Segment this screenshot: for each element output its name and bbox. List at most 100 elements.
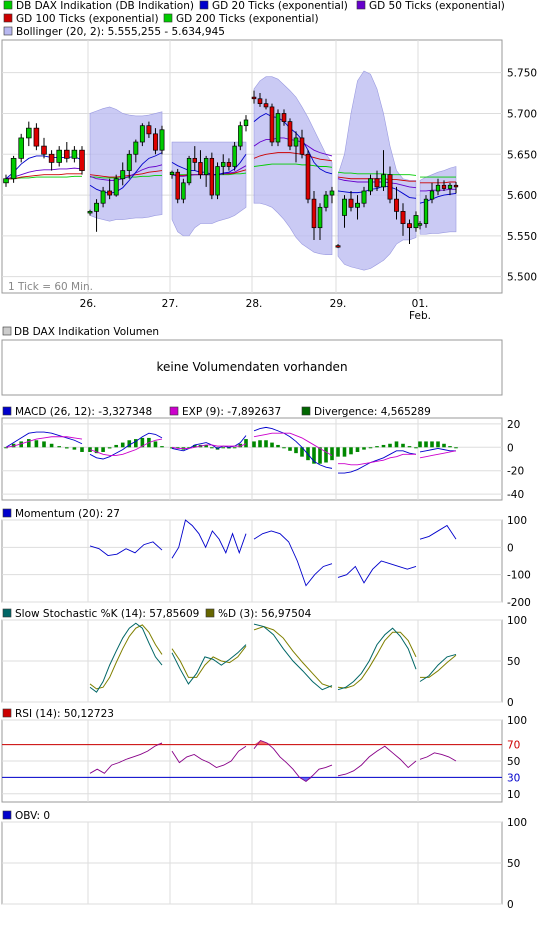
- macd-line: [89, 438, 163, 456]
- candle-body: [181, 182, 186, 200]
- y-tick-label: 100: [507, 715, 527, 727]
- candle-body: [275, 113, 281, 143]
- ema20-line: [253, 112, 333, 175]
- divergence-bar: [349, 447, 353, 455]
- stochastic-line: [337, 631, 417, 689]
- ema20-line: [171, 154, 247, 176]
- legend-label: GD 200 Ticks (exponential): [176, 13, 319, 25]
- candle-body: [287, 121, 293, 147]
- divergence-bar: [381, 444, 386, 448]
- y-tick-label: 5.700: [507, 108, 537, 120]
- divergence-bar: [238, 443, 243, 448]
- momentum-legend: Momentum (20): 27: [15, 508, 120, 520]
- stochastic-line: [89, 624, 163, 690]
- volume-swatch: [2, 326, 12, 336]
- candle-body: [447, 184, 453, 189]
- momentum-line: [419, 524, 457, 540]
- divergence-bar: [80, 447, 84, 452]
- stochastic-line: [171, 645, 247, 678]
- momentum-line: [89, 541, 163, 557]
- candle-body: [317, 206, 323, 229]
- legend-swatch: [199, 0, 209, 10]
- divergence-bar: [424, 441, 428, 448]
- divergence-bar: [232, 447, 237, 449]
- stoch-d-legend: %D (3): 56,97504: [218, 608, 312, 620]
- divergence-bar: [318, 447, 322, 464]
- legend-swatch: [356, 0, 366, 10]
- x-tick-label: 01.: [412, 298, 429, 310]
- stoch-d-swatch: [205, 608, 215, 618]
- x-tick-label: 26.: [80, 298, 97, 310]
- divergence-bar: [300, 447, 304, 457]
- candle-body: [139, 125, 145, 143]
- candle-body: [299, 137, 305, 155]
- divergence-bar: [342, 447, 347, 457]
- candle-body: [87, 211, 93, 214]
- candle-body: [120, 170, 126, 180]
- candle-body: [374, 178, 380, 188]
- candle-body: [18, 137, 24, 159]
- candle-body: [113, 178, 119, 196]
- macd-line: [419, 450, 457, 459]
- candle-body: [192, 157, 197, 163]
- divergence-bar: [362, 447, 366, 450]
- momentum-line: [337, 560, 417, 584]
- legend-swatch: [3, 26, 13, 36]
- y-tick-label: 50: [507, 858, 520, 870]
- bollinger-band: [337, 70, 417, 271]
- divergence-bar: [204, 444, 208, 448]
- rsi-line: [337, 745, 417, 777]
- candle-body: [186, 157, 192, 184]
- candle-body: [257, 98, 263, 105]
- candle-body: [94, 202, 99, 212]
- exp-swatch: [169, 406, 179, 416]
- candle-body: [281, 113, 287, 122]
- candle-body: [323, 194, 329, 208]
- candle-body: [175, 171, 180, 200]
- ema200-line: [253, 163, 333, 168]
- divergence-bar: [227, 447, 231, 449]
- stoch-k-legend: Slow Stochastic %K (14): 57,85609: [15, 608, 199, 620]
- y-tick-label: 5.550: [507, 231, 537, 243]
- candle-body: [79, 149, 85, 171]
- candle-body: [64, 149, 70, 159]
- divergence-bar: [19, 441, 23, 448]
- rsi-line: [89, 742, 163, 774]
- divergence-bar: [388, 443, 392, 448]
- candle-body: [400, 211, 406, 224]
- candle-body: [133, 141, 139, 155]
- rsi-overbought-fill: [254, 740, 261, 745]
- candle-body: [198, 162, 203, 176]
- y-tick-label: 5.500: [507, 272, 537, 284]
- divergence-bar: [187, 447, 191, 449]
- candle-body: [26, 127, 32, 139]
- divergence-bar: [244, 439, 248, 448]
- stochastic-line: [253, 626, 333, 688]
- stochastic-line: [419, 653, 457, 682]
- candle-body: [226, 162, 232, 167]
- y-tick-label: 50: [507, 656, 520, 668]
- x-tick-label: 27.: [162, 298, 179, 310]
- chart-marks: [2, 70, 502, 783]
- divergence-bar: [134, 439, 138, 448]
- rsi-line: [253, 739, 333, 783]
- divergence-bar: [221, 447, 226, 449]
- divergence-bar: [11, 443, 16, 448]
- macd-line: [89, 432, 163, 460]
- divergence-bar: [252, 441, 256, 448]
- ema100-line: [6, 173, 82, 180]
- y-tick-label: 0: [507, 442, 514, 454]
- y-tick-label: 0: [507, 542, 514, 554]
- divergence-bar: [210, 447, 214, 449]
- y-tick-label: -100: [507, 570, 531, 582]
- candle-body: [435, 184, 441, 192]
- y-tick-label: 100: [507, 615, 527, 627]
- candle-body: [153, 133, 158, 151]
- y-tick-label: 30: [507, 772, 520, 784]
- divergence-bar: [42, 441, 46, 448]
- candle-body: [238, 125, 243, 147]
- candle-body: [33, 127, 40, 147]
- divergence-bar: [414, 447, 418, 449]
- rsi-line: [171, 745, 247, 769]
